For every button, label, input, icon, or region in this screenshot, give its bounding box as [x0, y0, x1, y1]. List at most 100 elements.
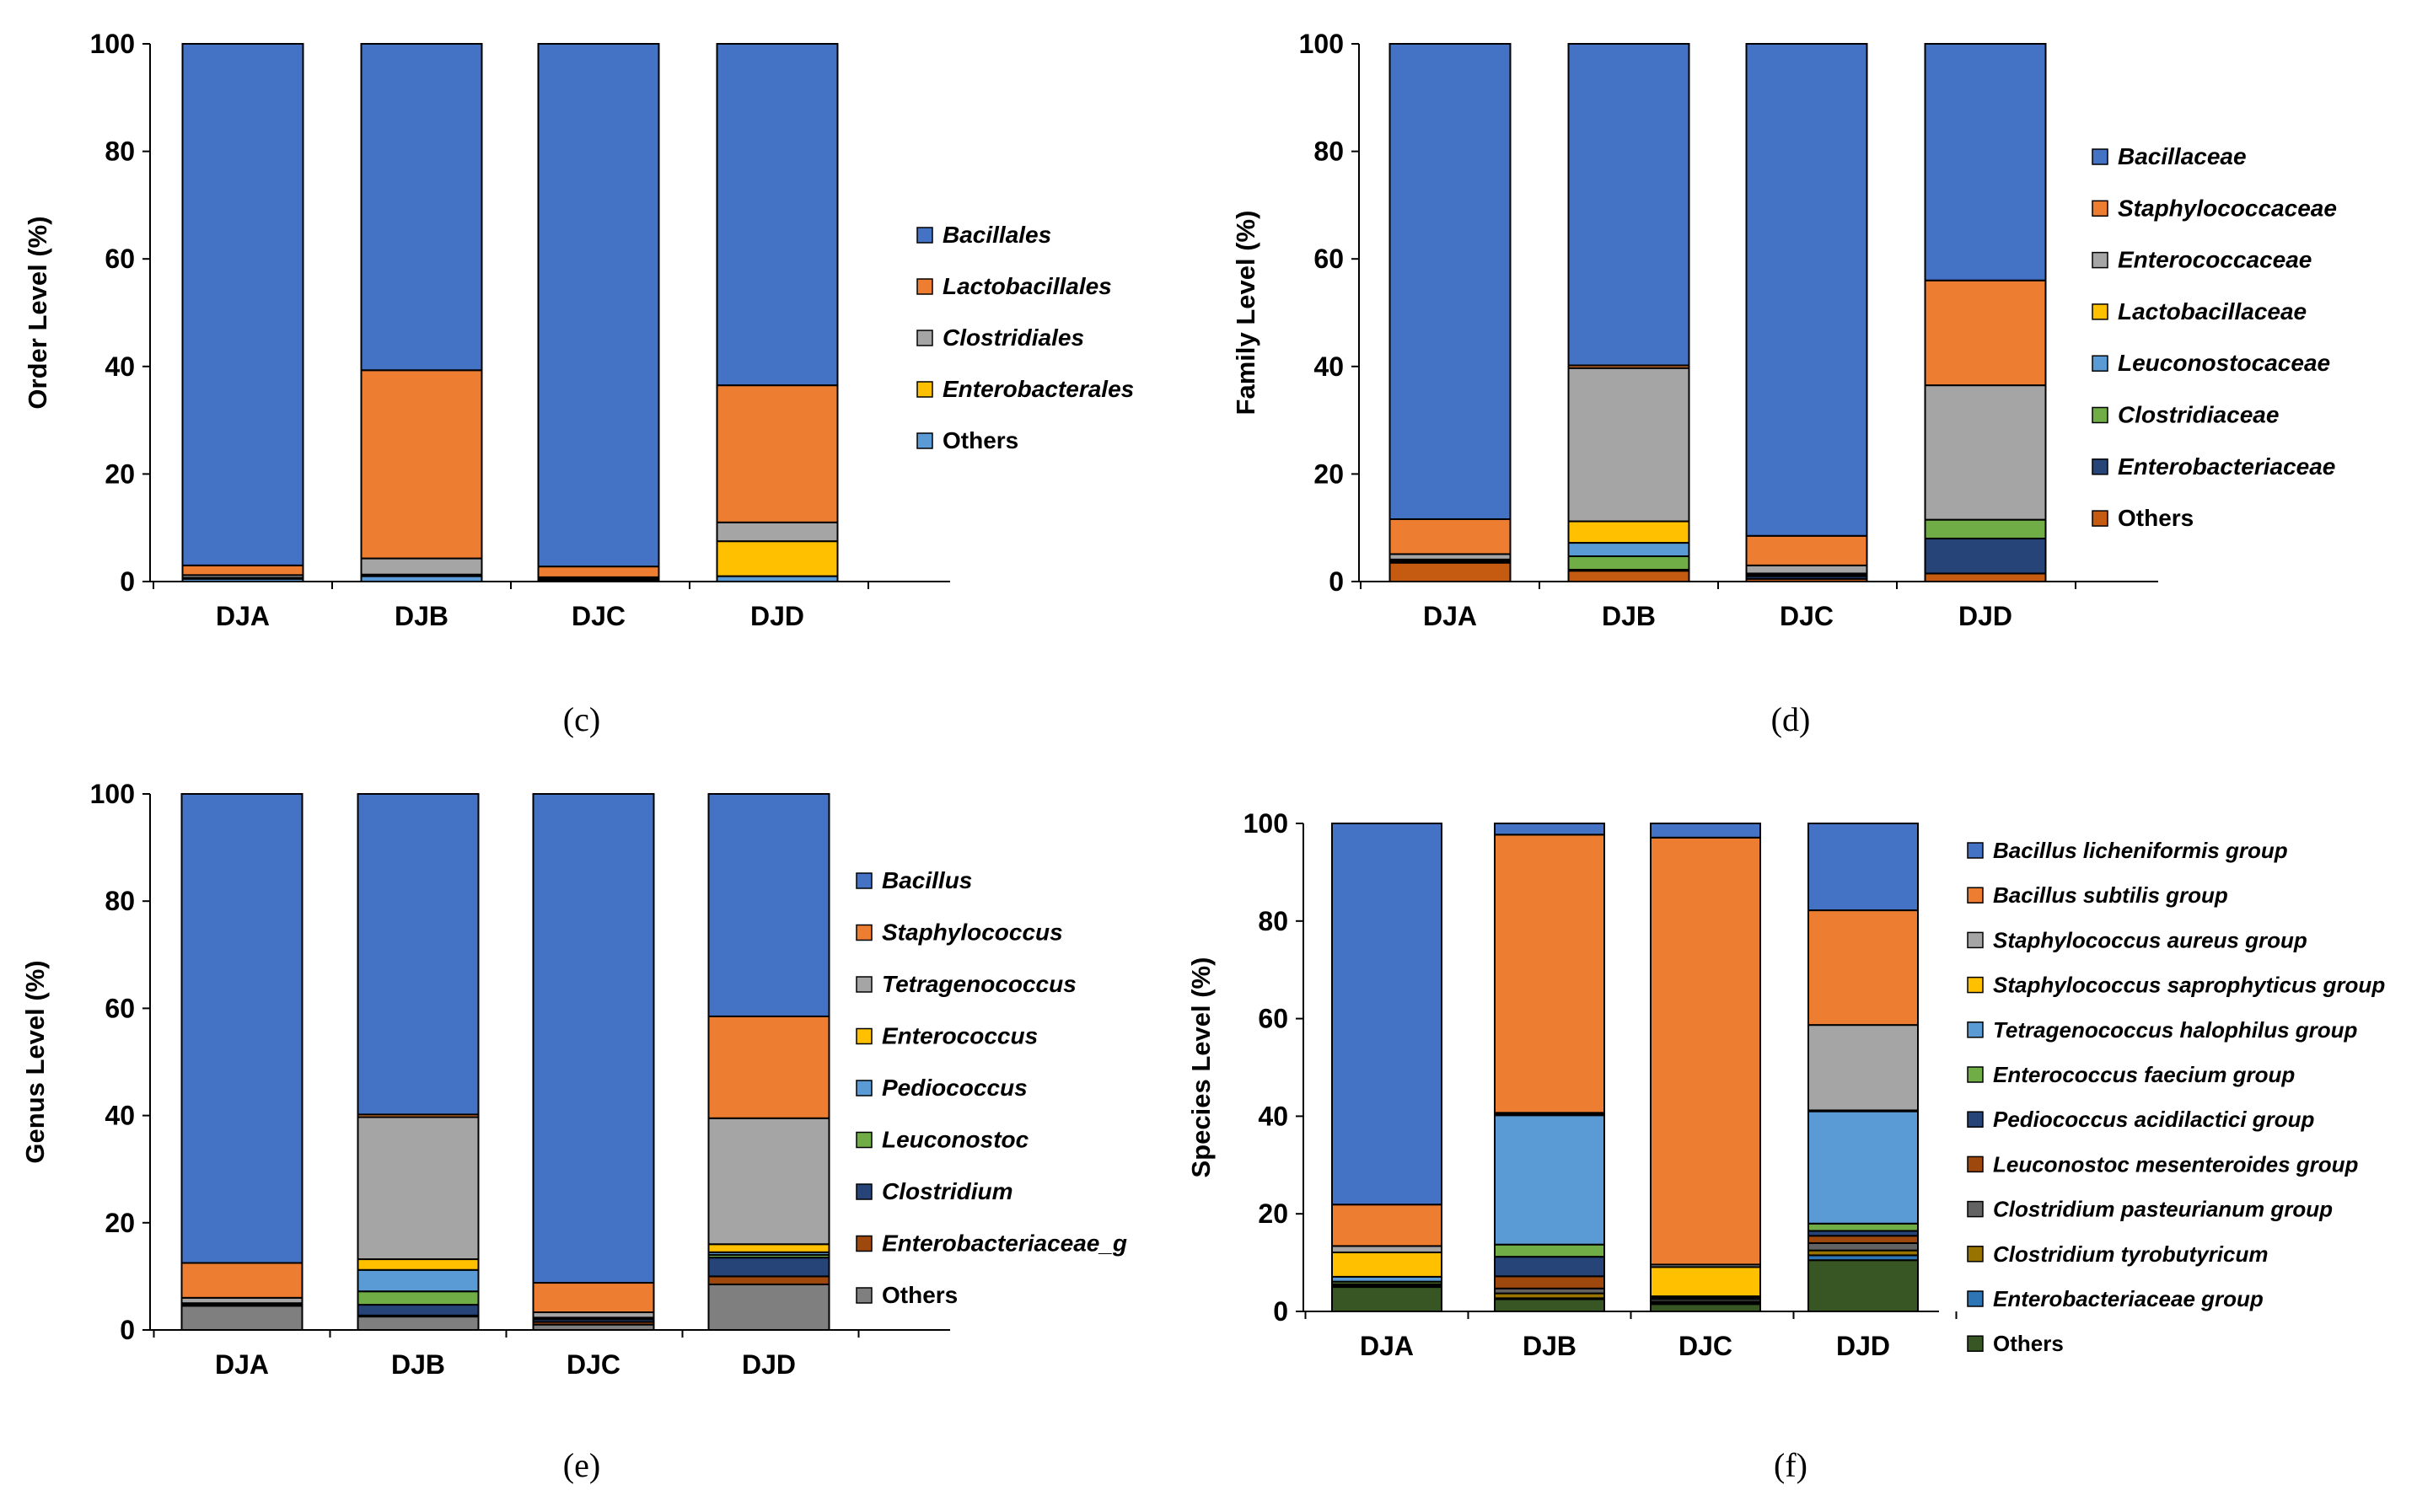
bar-segment-bacillus-licheniformis-group: [1494, 823, 1605, 836]
bar-segment-others: [1494, 1298, 1605, 1313]
x-tick-label: DJB: [1602, 601, 1656, 631]
legend-label: Tetragenococcus: [882, 971, 1077, 997]
y-tick-label: 60: [105, 244, 135, 274]
legend-item-bacillaceae: Bacillaceae: [2092, 143, 2247, 169]
bar-segment-enterobacterales: [716, 540, 839, 577]
bar-segment-clostridium: [357, 1304, 480, 1316]
legend-swatch: [856, 1235, 873, 1252]
bar-segment-pediococcus: [357, 1268, 480, 1293]
y-tick-label: 20: [1258, 1198, 1288, 1229]
x-tick-label: DJB: [391, 1349, 445, 1380]
bar-stack-djc: [1745, 43, 1868, 582]
bar-segment-bacillus: [707, 793, 830, 1017]
panel-f-label: (f): [1774, 1446, 1807, 1484]
y-axis-title: Species Level (%): [1186, 957, 1216, 1178]
x-tick-label: DJA: [216, 601, 270, 631]
y-tick-label: 40: [1313, 351, 1344, 382]
bar-segment-bacillaceae: [1388, 43, 1512, 520]
legend-label: Others: [943, 427, 1018, 453]
legend-label: Enterobacteriaceae group: [1993, 1286, 2264, 1311]
legend-swatch: [1967, 842, 1984, 859]
bar-segment-clostridiales: [360, 557, 483, 576]
y-tick-label: 20: [105, 458, 135, 489]
bar-segment-lactobacillales: [716, 384, 839, 523]
x-tick-label: DJC: [1780, 601, 1834, 631]
bar-segment-bacillaceae: [1924, 43, 2047, 281]
legend-item-clostridium-pasteurianum-group: Clostridium pasteurianum group: [1967, 1197, 2333, 1222]
legend-item-enterobacteriaceae: Enterobacteriaceae: [2092, 453, 2335, 480]
bar-stack-djc: [532, 793, 655, 1332]
bar-segment-enterobacteriaceae: [1924, 537, 2047, 575]
legend-item-enterococcus: Enterococcus: [856, 1023, 1038, 1049]
legend-swatch: [1967, 1335, 1984, 1352]
bar-stack-dja: [181, 43, 304, 582]
legend-swatch: [916, 227, 933, 244]
bar-segment-clostridiaceae: [1567, 555, 1690, 571]
legend-item-others: Others: [856, 1282, 958, 1308]
bar-segment-others: [707, 1283, 830, 1331]
bar-segment-clostridiaceae: [1924, 518, 2047, 539]
x-tick-label: DJB: [1523, 1331, 1576, 1361]
bar-segment-tetragenococcus-halophilus-group: [1494, 1114, 1605, 1246]
legend-item-enterococcus-faecium-group: Enterococcus faecium group: [1967, 1062, 2295, 1087]
bar-segment-staphylococcus: [180, 1262, 303, 1299]
legend-item-clostridium-tyrobutyricum: Clostridium tyrobutyricum: [1967, 1241, 2268, 1267]
bar-segment-clostridiales: [716, 521, 839, 543]
legend-swatch: [1967, 1066, 1984, 1083]
legend-item-enterobacterales: Enterobacterales: [916, 376, 1134, 402]
legend-item-leuconostoc-mesenteroides-group: Leuconostoc mesenteroides group: [1967, 1151, 2359, 1177]
legend-label: Bacillaceae: [2118, 143, 2247, 169]
bar-segment-others: [1388, 561, 1512, 582]
y-tick-label: 80: [1258, 906, 1288, 936]
legend-label: Leuconostocaceae: [2118, 350, 2330, 376]
bar-segment-bacillus-subtilis-group: [1494, 834, 1605, 1114]
bar-stack-djb: [1494, 823, 1605, 1313]
bar-stack-dja: [180, 793, 303, 1332]
bar-segment-lactobacillales: [360, 369, 483, 560]
legend-item-tetragenococcus: Tetragenococcus: [856, 971, 1077, 997]
bar-segment-staphylococcaceae: [1388, 517, 1512, 555]
legend-label: Enterococcaceae: [2118, 247, 2312, 273]
bar-segment-bacillaceae: [1567, 43, 1690, 367]
bar-segment-bacillus-licheniformis-group: [1331, 823, 1442, 1206]
bar-stack-djd: [1807, 823, 1919, 1312]
legend-label: Clostridiaceae: [2118, 402, 2279, 428]
bar-segment-tetragenococcus-halophilus-group: [1807, 1110, 1919, 1225]
bar-segment-tetragenococcus: [707, 1117, 830, 1246]
legend-label: Leuconostoc: [882, 1127, 1029, 1153]
y-tick-label: 80: [105, 886, 135, 916]
bar-segment-others: [1331, 1286, 1442, 1313]
legend-swatch: [1967, 887, 1984, 903]
legend-item-bacillus-licheniformis-group: Bacillus licheniformis group: [1967, 838, 2288, 863]
panel-c-label: (c): [563, 700, 600, 738]
legend-item-pediococcus-acidilactici-group: Pediococcus acidilactici group: [1967, 1107, 2315, 1132]
bar-segment-staphylococcus: [532, 1282, 655, 1314]
bar-segment-staphylococcaceae: [1745, 534, 1868, 566]
bar-segment-bacillales: [537, 43, 660, 568]
bar-stack-djd: [1924, 43, 2047, 582]
bar-segment-bacillus-subtilis-group: [1331, 1204, 1442, 1247]
y-tick-label: 60: [1258, 1004, 1288, 1034]
legend-item-leuconostocaceae: Leuconostocaceae: [2092, 350, 2330, 376]
legend-item-clostridiales: Clostridiales: [916, 324, 1084, 351]
bar-stack-dja: [1331, 823, 1442, 1313]
legend-item-pediococcus: Pediococcus: [856, 1075, 1028, 1101]
legend-swatch: [2092, 251, 2108, 269]
legend-label: Clostridiales: [943, 324, 1084, 351]
y-tick-label: 60: [105, 993, 135, 1023]
bar-segment-others: [1567, 570, 1690, 582]
y-tick-label: 80: [1313, 137, 1344, 167]
legend-label: Bacillales: [943, 222, 1051, 248]
x-tick-label: DJD: [750, 601, 804, 631]
legend-item-bacillus-subtilis-group: Bacillus subtilis group: [1967, 882, 2228, 908]
legend-swatch: [2092, 200, 2108, 217]
y-tick-label: 20: [105, 1208, 135, 1238]
legend-label: Enterobacterales: [943, 376, 1134, 402]
bar-segment-others: [1650, 1303, 1761, 1312]
legend-label: Lactobacillaceae: [2118, 298, 2307, 324]
legend-swatch: [856, 1183, 873, 1200]
bar-segment-staphylococcus-saprophyticus-group: [1331, 1251, 1442, 1278]
bar-segment-enterococcus: [357, 1258, 480, 1271]
panel-e-genus-level: (e) 0 20 40 60 80 100 Genus Level (%) DJA DJB DJC…: [20, 779, 1127, 1484]
y-tick-label: 60: [1313, 244, 1344, 274]
